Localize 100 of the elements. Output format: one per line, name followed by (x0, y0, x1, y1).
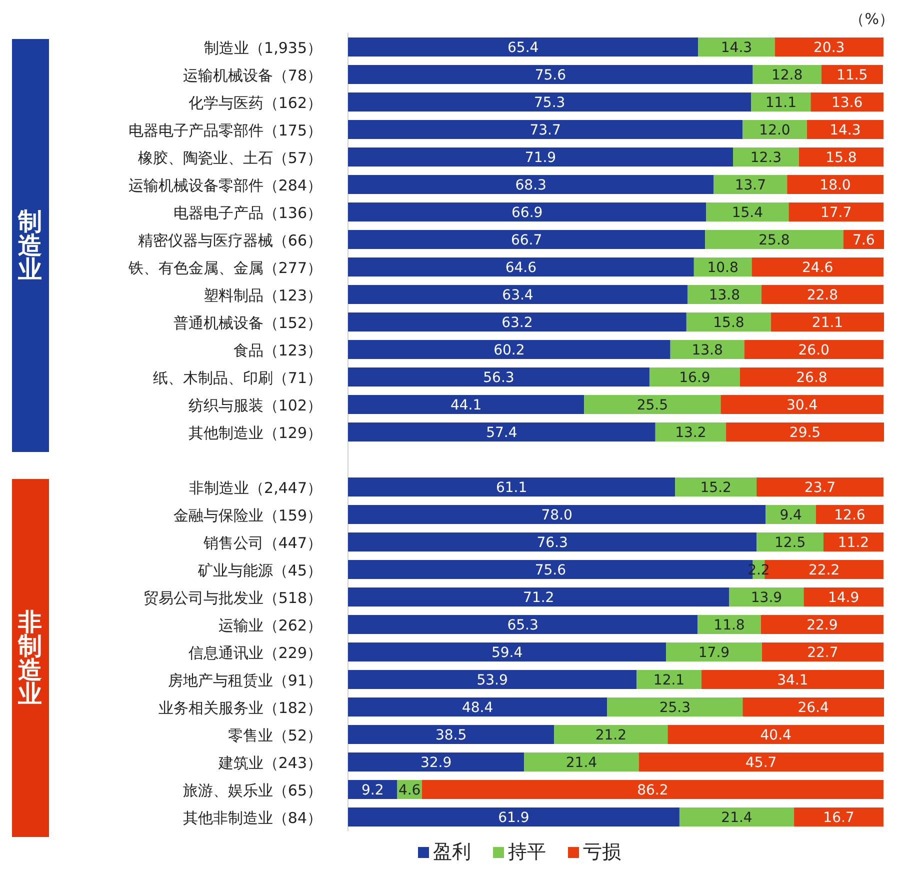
data-label: 59.4 (491, 645, 523, 661)
data-label: 56.3 (483, 370, 514, 386)
y-tick-label: 业务相关服务业（182） (158, 699, 322, 717)
data-label: 13.8 (708, 288, 740, 304)
data-label: 32.9 (420, 755, 452, 771)
bar (524, 752, 639, 772)
data-label: 22.9 (806, 618, 838, 634)
data-label: 66.9 (512, 205, 543, 221)
bar (774, 38, 884, 56)
data-label: 11.8 (714, 618, 745, 634)
y-tick-label: 非制造业（2,447） (189, 479, 322, 497)
data-label: 7.6 (852, 232, 875, 248)
data-label: 63.2 (502, 315, 533, 331)
data-label: 18.0 (820, 178, 851, 194)
data-label: 10.8 (707, 260, 738, 276)
bar (348, 148, 733, 166)
data-label: 4.6 (398, 782, 421, 798)
bar (348, 478, 676, 496)
bar (675, 478, 757, 496)
bar (794, 808, 884, 826)
data-label: 25.8 (758, 232, 790, 248)
y-tick-label: 运输机械设备（78） (182, 66, 322, 84)
bar (687, 285, 762, 304)
data-label: 78.0 (541, 508, 572, 524)
bar (744, 340, 884, 359)
bar (348, 312, 686, 332)
bar (348, 670, 637, 689)
bar (348, 230, 706, 249)
data-label: 75.6 (534, 562, 566, 578)
bar (742, 120, 807, 139)
data-label: 20.3 (814, 40, 845, 56)
bar (348, 120, 743, 139)
bar (742, 698, 884, 716)
bar (668, 725, 884, 744)
bar (655, 422, 726, 442)
data-label: 12.5 (774, 535, 806, 551)
bar (752, 258, 884, 276)
data-label: 34.1 (777, 672, 808, 688)
bar (422, 780, 884, 799)
data-label: 25.3 (659, 700, 690, 716)
data-label: 15.8 (826, 150, 857, 166)
y-tick-label: 塑料制品（123） (203, 286, 322, 304)
bar (348, 808, 680, 826)
data-label: 11.5 (836, 68, 868, 84)
data-label: 30.4 (786, 398, 818, 414)
bar (607, 698, 743, 716)
bar (348, 65, 753, 84)
data-label: 66.7 (510, 232, 542, 248)
data-label: 24.6 (802, 260, 834, 276)
data-label: 71.2 (523, 590, 554, 606)
bar (798, 148, 884, 166)
data-label: 11.2 (838, 535, 870, 551)
y-tick-label: 精密仪器与医疗器械（66） (138, 232, 322, 250)
data-label: 21.4 (721, 810, 752, 826)
data-label: 63.4 (502, 288, 534, 304)
bar (740, 368, 884, 386)
data-label: 75.3 (534, 95, 566, 111)
bar (554, 725, 668, 744)
data-label: 16.7 (823, 810, 854, 826)
data-label: 21.4 (566, 755, 598, 771)
bar (348, 202, 706, 222)
bar (348, 752, 524, 772)
data-label: 21.2 (595, 728, 626, 744)
bar (761, 285, 884, 304)
y-tick-label: 其他制造业（129） (188, 424, 322, 442)
bar (714, 175, 788, 194)
data-label: 71.9 (524, 150, 556, 166)
data-label: 86.2 (637, 782, 668, 798)
data-label: 15.4 (732, 205, 764, 221)
legend-label: 持平 (508, 841, 546, 863)
bar (636, 670, 702, 689)
data-label: 25.5 (636, 398, 668, 414)
data-label: 13.6 (831, 95, 863, 111)
data-label: 12.1 (653, 672, 685, 688)
bar (584, 395, 721, 414)
data-label: 23.7 (804, 480, 836, 496)
data-label: 13.8 (692, 342, 723, 358)
bar (348, 698, 608, 716)
data-label: 22.7 (807, 645, 838, 661)
data-label: 21.1 (812, 315, 844, 331)
bar (348, 505, 766, 524)
data-label: 17.9 (698, 645, 730, 661)
bar (348, 285, 688, 304)
bar (705, 230, 844, 249)
data-label: 45.7 (746, 755, 777, 771)
bar (701, 670, 884, 689)
y-tick-label: 销售公司（447） (202, 534, 322, 552)
data-label: 12.3 (750, 150, 782, 166)
bar (348, 725, 554, 744)
bar (760, 615, 884, 634)
bar (348, 395, 584, 414)
bar (823, 532, 884, 552)
bar (348, 38, 698, 56)
data-label: 73.7 (530, 122, 561, 138)
data-label: 15.2 (700, 480, 732, 496)
bar (649, 368, 740, 386)
bar (751, 92, 811, 112)
y-tick-label: 纸、木制品、印刷（71） (152, 369, 322, 387)
y-tick-label: 贸易公司与批发业（518） (143, 589, 322, 607)
data-label: 53.9 (476, 672, 508, 688)
